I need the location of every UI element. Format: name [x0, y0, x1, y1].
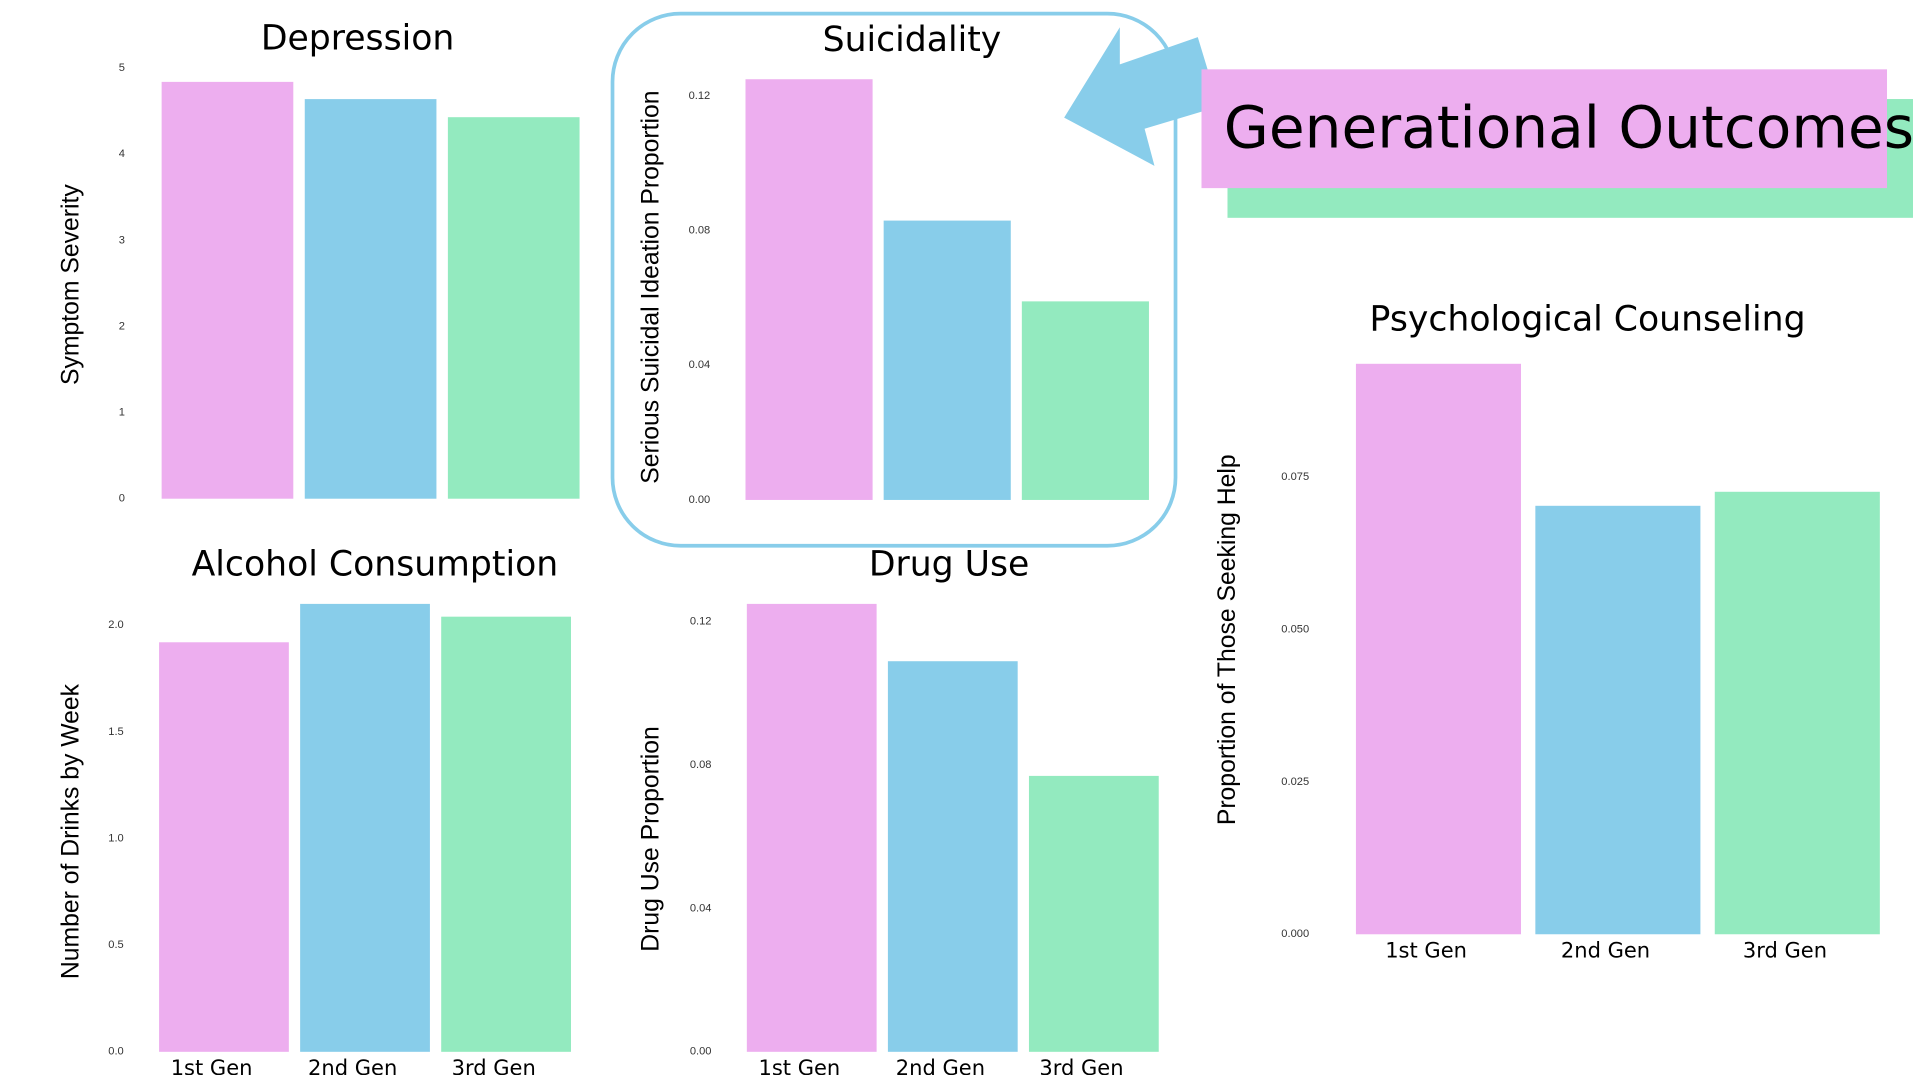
- bar: [161, 81, 294, 499]
- chart-title: Suicidality: [823, 20, 1002, 60]
- bar: [1535, 505, 1701, 935]
- x-tick-label: 2nd Gen: [1561, 938, 1650, 963]
- bar: [300, 603, 430, 1052]
- y-tick-label: 0.04: [690, 902, 712, 914]
- x-tick-label: 1st Gen: [1385, 938, 1467, 963]
- chart-title: Alcohol Consumption: [192, 545, 559, 585]
- y-tick-label: 0.000: [1281, 928, 1309, 940]
- title-box: [1201, 69, 1888, 189]
- y-tick-label: 0.08: [689, 225, 711, 237]
- chart-title: Depression: [261, 19, 455, 59]
- y-axis-label: Serious Suicidal Ideation Proportion: [638, 90, 665, 483]
- highlight-frame: [610, 11, 1178, 548]
- bar: [1355, 363, 1521, 935]
- y-tick-label: 0.5: [108, 939, 123, 951]
- y-axis-label: Number of Drinks by Week: [57, 683, 84, 979]
- bar: [745, 79, 873, 500]
- y-tick-label: 0.08: [690, 759, 712, 771]
- y-tick-label: 2: [119, 320, 125, 332]
- y-axis-label: Drug Use Proportion: [638, 726, 665, 951]
- y-tick-label: 0.04: [689, 359, 711, 371]
- x-tick-label: 3rd Gen: [1039, 1055, 1123, 1075]
- y-tick-label: 0: [119, 493, 125, 505]
- x-tick-label: 2nd Gen: [896, 1055, 985, 1075]
- x-tick-label: 3rd Gen: [1743, 938, 1827, 963]
- x-tick-label: 3rd Gen: [452, 1055, 536, 1075]
- bar: [304, 99, 437, 499]
- y-axis-label: Proportion of Those Seeking Help: [1214, 454, 1241, 825]
- chart-title: Drug Use: [869, 545, 1030, 585]
- bar: [1021, 301, 1149, 500]
- bar: [159, 642, 289, 1052]
- y-tick-label: 0.00: [689, 494, 711, 506]
- bar: [1028, 775, 1159, 1052]
- y-tick-label: 3: [119, 234, 125, 246]
- y-tick-label: 1.0: [108, 832, 123, 844]
- y-tick-label: 0.00: [690, 1046, 712, 1058]
- arrow: [1064, 27, 1219, 166]
- slide-title: Generational Outcomes: [1224, 93, 1913, 161]
- y-tick-label: 0.050: [1281, 623, 1309, 635]
- bar: [441, 616, 571, 1052]
- chart-title: Psychological Counseling: [1370, 300, 1806, 340]
- y-tick-label: 0.025: [1281, 776, 1309, 788]
- y-axis-label: Symptom Severity: [57, 184, 84, 385]
- x-tick-label: 2nd Gen: [308, 1055, 397, 1075]
- x-tick-label: 1st Gen: [171, 1055, 253, 1075]
- y-tick-label: 2.0: [108, 619, 123, 631]
- y-tick-label: 1.5: [108, 726, 123, 738]
- y-tick-label: 0.12: [690, 616, 712, 628]
- y-tick-label: 1: [119, 407, 125, 419]
- bar: [1714, 491, 1880, 935]
- y-tick-label: 0.12: [689, 90, 711, 102]
- y-tick-label: 5: [119, 62, 125, 74]
- x-tick-label: 1st Gen: [758, 1055, 840, 1075]
- bar: [746, 603, 877, 1052]
- y-tick-label: 4: [119, 148, 125, 160]
- bar: [447, 117, 580, 499]
- y-tick-label: 0.0: [108, 1046, 123, 1058]
- y-tick-label: 0.075: [1281, 471, 1309, 483]
- bar: [887, 661, 1018, 1052]
- bar: [883, 220, 1011, 500]
